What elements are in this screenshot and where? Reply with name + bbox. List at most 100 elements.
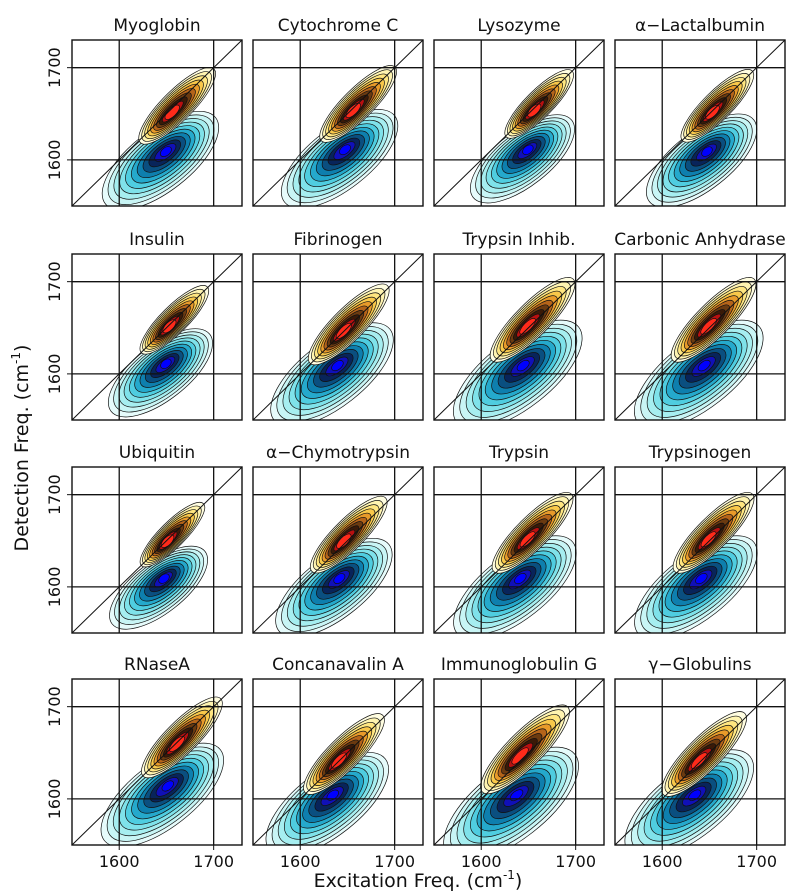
contour-field <box>253 40 423 206</box>
y-tick-label: 1700 <box>45 47 64 88</box>
y-tick-label: 1700 <box>45 261 64 302</box>
panel-14: Concanavalin A 1600 1700 <box>252 655 424 871</box>
panel-5: Insulin 1600 1700 <box>45 230 243 421</box>
contour-field <box>615 467 785 633</box>
panel-frame <box>71 39 243 207</box>
panel-frame <box>433 678 605 846</box>
panel-title: α−Lactalbumin <box>635 16 765 36</box>
y-tick-label: 1700 <box>45 686 64 727</box>
x-tick-label: 1600 <box>99 852 140 871</box>
y-tick-label: 1600 <box>45 140 64 181</box>
contour-field <box>434 254 604 420</box>
panel-frame <box>614 678 786 846</box>
panel-frame <box>71 678 243 846</box>
panel-title: RNaseA <box>124 655 190 675</box>
positive-contour-10 <box>690 752 708 769</box>
negative-contour-11 <box>522 144 534 155</box>
contour-field <box>72 679 242 845</box>
panel-title: Immunoglobulin G <box>441 655 597 675</box>
panel-frame <box>71 253 243 421</box>
panel-16: γ−Globulins 1600 1700 <box>614 655 786 871</box>
panel-8: Carbonic Anhydrase <box>614 230 786 421</box>
x-axis-label: Excitation Freq. (cm-1) <box>314 868 523 892</box>
panel-title: γ−Globulins <box>648 655 751 675</box>
panel-title: Lysozyme <box>477 16 560 36</box>
panel-title: Fibrinogen <box>294 230 383 250</box>
contour-field <box>72 467 242 633</box>
y-axis-label: Detection Freq. (cm-1) <box>9 345 33 552</box>
contour-field <box>615 679 785 845</box>
panel-frame <box>433 466 605 634</box>
contour-field <box>434 467 604 633</box>
panel-3: Lysozyme <box>433 16 605 207</box>
panel-frame <box>433 253 605 421</box>
contour-field <box>72 40 242 206</box>
contour-field <box>434 40 604 206</box>
positive-contour-10 <box>345 102 361 119</box>
contour-field <box>253 467 423 633</box>
negative-contour-11 <box>159 146 172 157</box>
panel-frame <box>71 466 243 634</box>
negative-contour-11 <box>695 573 708 585</box>
positive-contour-10 <box>527 103 542 118</box>
panel-frame <box>252 253 424 421</box>
positive-contour-10 <box>162 319 177 334</box>
panel-7: Trypsin Inhib. <box>433 230 605 421</box>
panel-11: Trypsin <box>433 443 605 634</box>
panel-frame <box>614 253 786 421</box>
panel-13: RNaseA 1600 1700 1600 1700 <box>45 655 243 871</box>
panel-frame <box>252 678 424 846</box>
panel-frame <box>614 39 786 207</box>
panel-1: Myoglobin 1600 1700 <box>45 16 243 207</box>
negative-contour-11 <box>333 573 346 584</box>
positive-contour-10 <box>519 531 536 548</box>
axis-labels: Excitation Freq. (cm-1) Detection Freq. … <box>9 345 522 892</box>
negative-contour-11 <box>701 146 713 157</box>
panel-4: α−Lactalbumin <box>614 16 786 207</box>
x-tick-label: 1600 <box>280 852 321 871</box>
x-tick-label: 1700 <box>193 852 234 871</box>
negative-contour-11 <box>697 359 711 372</box>
positive-contour-10 <box>164 104 180 120</box>
panel-title: Trypsinogen <box>648 443 752 463</box>
x-tick-label: 1700 <box>555 852 596 871</box>
panel-grid: Myoglobin 1600 1700 Cytochrome C Lysozyme α−L… <box>45 16 786 871</box>
positive-contour-10 <box>519 318 536 335</box>
panel-title: α−Chymotrypsin <box>266 443 410 463</box>
panel-title: Carbonic Anhydrase <box>614 230 785 250</box>
positive-contour-10 <box>169 736 185 752</box>
y-tick-label: 1600 <box>45 779 64 820</box>
panel-6: Fibrinogen <box>252 230 424 421</box>
contour-field <box>253 254 423 420</box>
y-tick-label: 1600 <box>45 567 64 608</box>
contour-field <box>615 40 785 206</box>
y-tick-label: 1600 <box>45 354 64 395</box>
contour-field <box>72 254 242 420</box>
negative-contour-11 <box>514 573 527 585</box>
panel-title: Trypsin Inhib. <box>462 230 576 250</box>
contour-field <box>615 254 785 420</box>
negative-contour-11 <box>331 360 344 372</box>
panel-9: Ubiquitin 1600 1700 <box>45 443 243 634</box>
panel-10: α−Chymotrypsin <box>252 443 424 634</box>
panel-2: Cytochrome C <box>252 16 424 207</box>
panel-title: Myoglobin <box>113 16 200 36</box>
panel-frame <box>252 39 424 207</box>
positive-contour-10 <box>160 534 175 548</box>
positive-contour-10 <box>336 533 352 549</box>
negative-contour-11 <box>339 144 351 156</box>
positive-contour-10 <box>705 105 720 120</box>
panel-title: Insulin <box>129 230 185 250</box>
contour-field <box>434 679 604 845</box>
negative-contour-11 <box>516 359 530 372</box>
negative-contour-11 <box>158 573 170 584</box>
panel-frame <box>252 466 424 634</box>
panel-title: Trypsin <box>488 443 549 463</box>
negative-contour-11 <box>161 780 174 792</box>
panel-12: Trypsinogen <box>614 443 786 634</box>
x-tick-label: 1700 <box>736 852 777 871</box>
x-tick-label: 1700 <box>374 852 415 871</box>
panel-frame <box>433 39 605 207</box>
x-tick-label: 1600 <box>461 852 502 871</box>
